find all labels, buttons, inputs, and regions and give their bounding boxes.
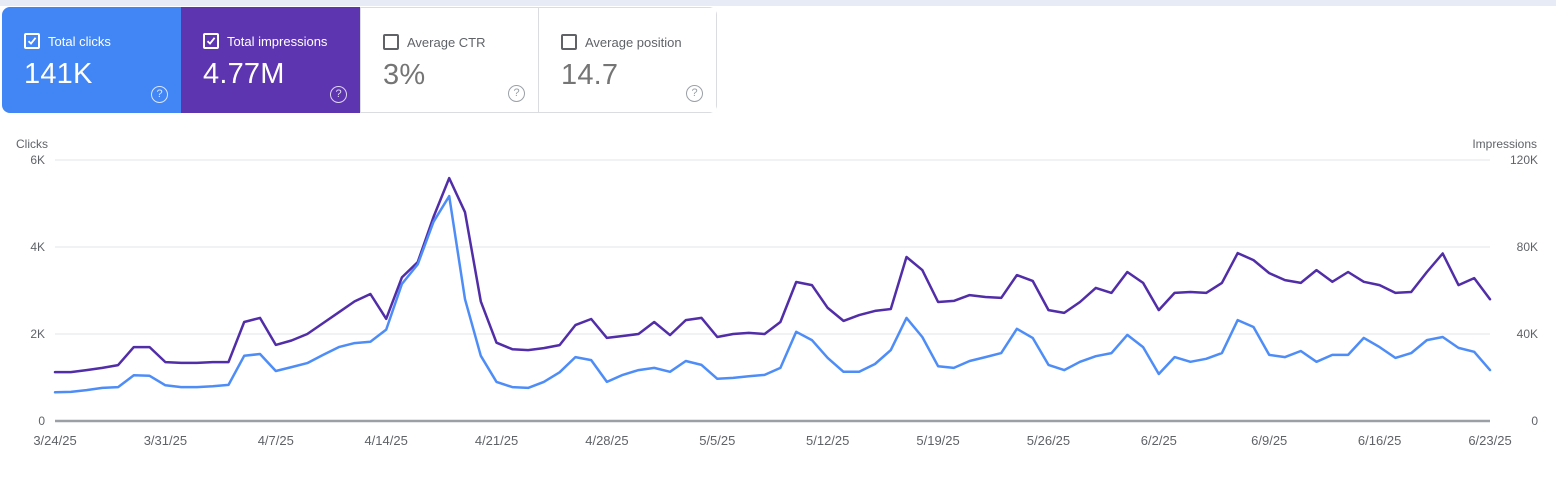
x-axis-label: 5/5/25 <box>699 433 736 448</box>
card-total-clicks[interactable]: Total clicks 141K ? <box>2 7 181 113</box>
card-header: Total clicks <box>24 33 111 49</box>
x-axis-label: 4/7/25 <box>257 433 294 448</box>
help-icon[interactable]: ? <box>686 85 703 102</box>
card-average-ctr[interactable]: Average CTR 3% ? <box>360 7 539 113</box>
x-axis-label: 5/19/25 <box>916 433 960 448</box>
check-icon <box>206 37 216 45</box>
x-axis-label: 6/23/25 <box>1468 433 1512 448</box>
card-value-average-position: 14.7 <box>561 59 619 91</box>
x-axis-label: 6/2/25 <box>1140 433 1177 448</box>
y-axis-tick-right: 120K <box>1509 153 1538 167</box>
help-icon[interactable]: ? <box>151 86 168 103</box>
card-label-total-impressions: Total impressions <box>227 33 328 49</box>
x-axis-label: 6/9/25 <box>1251 433 1288 448</box>
x-axis-label: 3/31/25 <box>143 433 188 448</box>
card-label-average-ctr: Average CTR <box>407 34 486 50</box>
card-total-impressions[interactable]: Total impressions 4.77M ? <box>181 7 360 113</box>
card-value-average-ctr: 3% <box>383 59 426 91</box>
card-label-total-clicks: Total clicks <box>48 33 111 49</box>
page-background-strip <box>0 0 1556 6</box>
checkbox-average-position[interactable] <box>561 34 577 50</box>
checkbox-total-clicks[interactable] <box>24 33 40 49</box>
help-icon[interactable]: ? <box>330 86 347 103</box>
y-axis-tick-left: 0 <box>38 414 45 428</box>
card-header: Average CTR <box>383 34 486 50</box>
right-axis-title: Impressions <box>1472 137 1537 151</box>
card-value-total-impressions: 4.77M <box>203 58 285 90</box>
checkbox-average-ctr[interactable] <box>383 34 399 50</box>
y-axis-tick-right: 0 <box>1531 414 1538 428</box>
x-axis-label: 4/14/25 <box>364 433 408 448</box>
x-axis-label: 6/16/25 <box>1357 433 1402 448</box>
left-axis-title: Clicks <box>16 137 48 151</box>
y-axis-tick-left: 2K <box>30 327 45 341</box>
checkbox-total-impressions[interactable] <box>203 33 219 49</box>
help-icon[interactable]: ? <box>508 85 525 102</box>
card-header: Average position <box>561 34 682 50</box>
x-axis-label: 4/21/25 <box>474 433 519 448</box>
series-line-impressions <box>53 176 1492 374</box>
metric-cards: Total clicks 141K ? Total impressions 4.… <box>2 7 717 113</box>
card-average-position[interactable]: Average position 14.7 ? <box>538 7 717 113</box>
y-axis-tick-left: 6K <box>30 153 45 167</box>
x-axis-label: 4/28/25 <box>585 433 629 448</box>
x-axis-label: 5/26/25 <box>1026 433 1071 448</box>
y-axis-tick-right: 80K <box>1516 240 1538 254</box>
card-header: Total impressions <box>203 33 327 49</box>
series-line-clicks <box>53 194 1492 394</box>
card-value-total-clicks: 141K <box>24 58 93 90</box>
x-axis-label: 5/12/25 <box>806 433 850 448</box>
y-axis-tick-left: 4K <box>30 240 45 254</box>
check-icon <box>27 37 37 45</box>
card-label-average-position: Average position <box>585 34 682 50</box>
y-axis-tick-right: 40K <box>1516 327 1538 341</box>
x-axis-label: 3/24/25 <box>33 433 77 448</box>
